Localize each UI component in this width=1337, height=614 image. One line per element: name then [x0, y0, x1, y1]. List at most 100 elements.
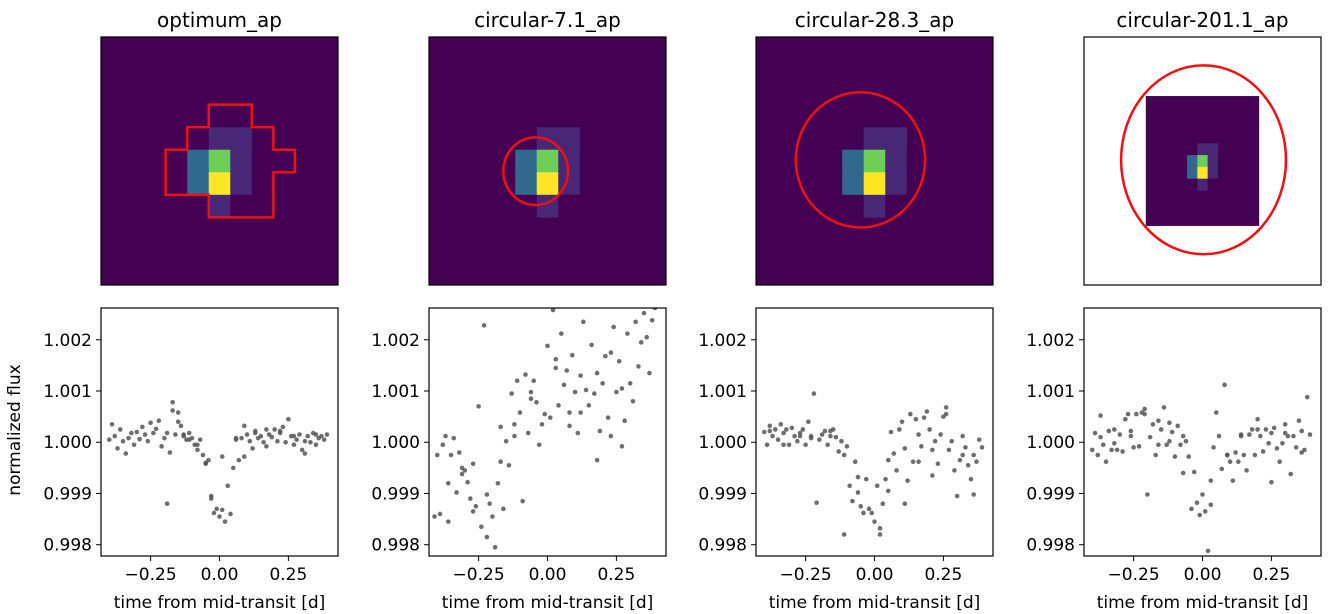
- data-point: [514, 378, 520, 384]
- data-point: [173, 432, 178, 437]
- data-point: [1227, 459, 1233, 465]
- data-point: [445, 519, 451, 524]
- data-point: [305, 433, 310, 439]
- image-pixel: [885, 127, 908, 151]
- x-axis-label: time from mid-transit [d]: [442, 593, 654, 613]
- data-point: [1095, 452, 1101, 458]
- data-point: [1230, 478, 1236, 483]
- data-point: [159, 444, 164, 449]
- data-point: [1236, 459, 1241, 465]
- data-point: [1125, 411, 1131, 417]
- data-point: [910, 459, 916, 465]
- y-tick-label: 1.002: [371, 331, 420, 351]
- x-tick-label: 0.25: [924, 565, 962, 585]
- data-point: [1269, 479, 1274, 485]
- x-tick-label: 0.00: [201, 565, 239, 585]
- data-point: [797, 433, 803, 439]
- image-pixel: [558, 149, 581, 173]
- image-pixel: [208, 149, 231, 173]
- light-curve-panel: 0.998 0.999 1.000 1.001 1.002 −0.25 0.00 0.25 ti…: [1026, 307, 1322, 613]
- image-pixel: [515, 172, 538, 196]
- image-pixel: [536, 172, 559, 196]
- data-point: [968, 476, 974, 482]
- data-point: [1128, 433, 1134, 439]
- data-point: [1211, 445, 1216, 450]
- y-tick-label: 0.998: [371, 536, 420, 556]
- data-point: [633, 319, 638, 325]
- data-point: [1112, 427, 1117, 432]
- data-point: [775, 437, 781, 442]
- image-pixel: [842, 172, 865, 196]
- image-pixel: [1187, 178, 1198, 191]
- data-point: [164, 501, 170, 507]
- data-point: [1238, 433, 1244, 439]
- data-point: [470, 461, 476, 467]
- data-point: [126, 435, 131, 441]
- data-point: [261, 439, 266, 445]
- y-tick-label: 0.999: [698, 484, 747, 504]
- data-point: [938, 432, 943, 437]
- data-point: [558, 331, 564, 336]
- data-point: [927, 427, 932, 432]
- data-point: [459, 471, 465, 477]
- data-point: [451, 435, 457, 441]
- data-point: [211, 510, 217, 516]
- data-point: [770, 433, 775, 439]
- data-point: [828, 433, 833, 439]
- y-tick-label: 0.998: [1026, 536, 1075, 556]
- y-tick-label: 1.001: [698, 382, 747, 402]
- data-point: [297, 432, 302, 437]
- data-point: [935, 461, 941, 467]
- data-point: [839, 438, 844, 444]
- y-tick-label: 0.999: [1026, 484, 1075, 504]
- x-tick-label: −0.25: [453, 565, 505, 585]
- data-point: [578, 373, 583, 378]
- data-point: [786, 442, 792, 448]
- data-point: [437, 511, 443, 517]
- aperture-panel: circular-7.1_ap: [428, 8, 667, 286]
- data-point: [825, 442, 830, 448]
- data-point: [242, 454, 247, 459]
- data-point: [1282, 430, 1288, 436]
- image-pixel: [1187, 155, 1198, 168]
- data-point: [283, 439, 288, 445]
- data-point: [1120, 449, 1125, 454]
- data-point: [880, 501, 886, 507]
- data-point: [137, 436, 142, 442]
- data-point: [1222, 382, 1227, 388]
- data-point: [313, 432, 319, 437]
- data-point: [949, 438, 954, 444]
- data-point: [542, 411, 548, 417]
- data-point: [200, 452, 206, 458]
- data-point: [943, 405, 949, 410]
- image-pixel: [187, 172, 210, 196]
- data-point: [874, 483, 880, 489]
- data-point: [1288, 471, 1293, 477]
- data-point: [498, 424, 503, 430]
- axes-frame: [100, 36, 339, 286]
- data-point: [1208, 502, 1214, 508]
- data-point: [1205, 548, 1211, 554]
- data-point: [1255, 427, 1260, 432]
- data-point: [539, 422, 545, 427]
- image-pixel: [165, 149, 188, 173]
- data-point: [847, 483, 852, 489]
- data-point: [219, 454, 225, 459]
- data-point: [1299, 450, 1305, 455]
- y-tick-label: 1.002: [43, 331, 92, 351]
- data-point: [930, 447, 935, 453]
- data-point: [1244, 468, 1249, 473]
- data-point: [217, 514, 222, 519]
- data-point: [1213, 410, 1219, 415]
- data-point: [242, 423, 247, 429]
- data-point: [1274, 446, 1280, 451]
- data-point: [1109, 447, 1114, 453]
- data-point: [855, 490, 861, 495]
- data-point: [280, 424, 286, 430]
- data-point: [913, 416, 919, 422]
- data-point: [1266, 440, 1271, 446]
- y-tick-label: 1.002: [698, 331, 747, 351]
- data-point: [578, 410, 583, 415]
- data-point: [627, 381, 633, 386]
- data-point: [1114, 447, 1120, 453]
